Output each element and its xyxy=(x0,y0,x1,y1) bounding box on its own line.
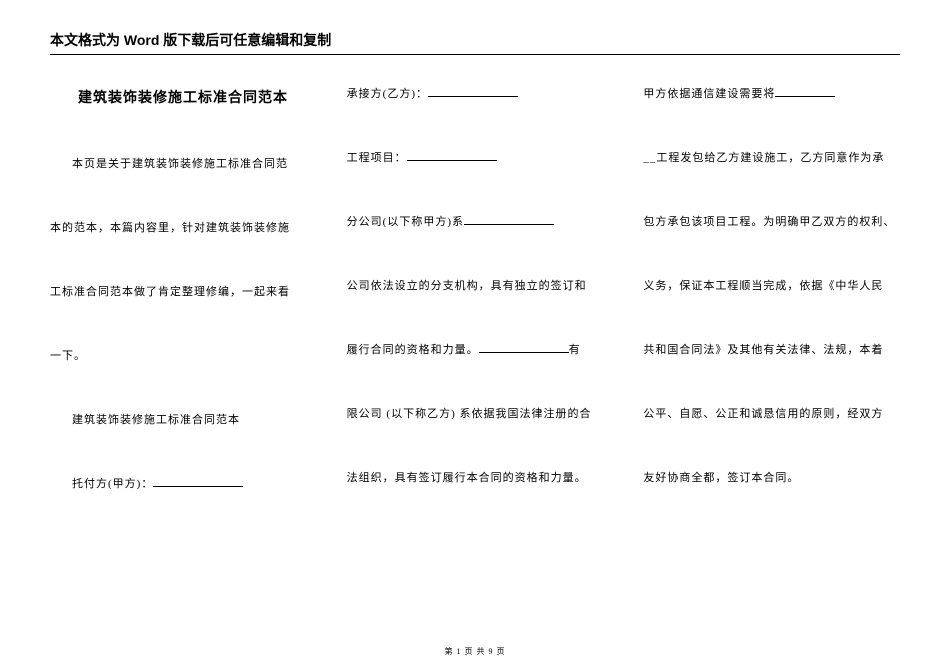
footer-suffix: 页 xyxy=(494,647,506,656)
col2-p4: 公司依法设立的分支机构，具有独立的签订和 xyxy=(347,275,604,297)
page-footer: 第 1 页 共 9 页 xyxy=(0,646,950,657)
blank-field xyxy=(407,150,497,161)
col2-p7: 法组织，具有签订履行本合同的资格和力量。 xyxy=(347,467,604,489)
blank-field xyxy=(775,86,835,97)
col1-p5: 建筑装饰装修施工标准合同范本 xyxy=(50,409,307,431)
document-columns: 建筑装饰装修施工标准合同范本 本页是关于建筑装饰装修施工标准合同范 本的范本，本… xyxy=(50,83,900,537)
col3-p2: __工程发包给乙方建设施工，乙方同意作为承 xyxy=(643,147,900,169)
footer-prefix: 第 xyxy=(445,647,457,656)
col1-p6-text: 托付方(甲方)： xyxy=(72,478,153,490)
col2-p3-text: 分公司(以下称甲方)系 xyxy=(347,216,464,228)
col2-p6: 限公司 (以下称乙方) 系依据我国法律注册的合 xyxy=(347,403,604,425)
col2-p3: 分公司(以下称甲方)系 xyxy=(347,211,604,233)
blank-field xyxy=(464,214,554,225)
doc-title: 建筑装饰装修施工标准合同范本 xyxy=(50,83,307,111)
col2-p5: 履行合同的资格和力量。 有 xyxy=(347,339,604,361)
footer-mid: 页 共 xyxy=(462,647,489,656)
col3-p5: 共和国合同法》及其他有关法律、法规，本着 xyxy=(643,339,900,361)
col1-p2: 本的范本，本篇内容里，针对建筑装饰装修施 xyxy=(50,217,307,239)
col3-p6: 公平、自愿、公正和诚恳信用的原则，经双方 xyxy=(643,403,900,425)
col2-p1: 承接方(乙方)： xyxy=(347,83,604,105)
blank-field xyxy=(428,86,518,97)
column-3: 甲方依据通信建设需要将 __工程发包给乙方建设施工，乙方同意作为承 包方承包该项… xyxy=(643,83,900,537)
col1-p6: 托付方(甲方)： xyxy=(50,473,307,495)
header-note: 本文格式为 Word 版下载后可任意编辑和复制 xyxy=(50,30,900,55)
column-2: 承接方(乙方)： 工程项目： 分公司(以下称甲方)系 公司依法设立的分支机构，具… xyxy=(347,83,604,537)
col2-p5-post: 有 xyxy=(569,344,581,356)
col1-p4: 一下。 xyxy=(50,345,307,367)
col2-p2: 工程项目： xyxy=(347,147,604,169)
col1-p3: 工标准合同范本做了肯定整理修编，一起来看 xyxy=(50,281,307,303)
column-1: 建筑装饰装修施工标准合同范本 本页是关于建筑装饰装修施工标准合同范 本的范本，本… xyxy=(50,83,307,537)
blank-field xyxy=(479,342,569,353)
col3-p1: 甲方依据通信建设需要将 xyxy=(643,83,900,105)
col2-p2-text: 工程项目： xyxy=(347,152,407,164)
col3-p3: 包方承包该项目工程。为明确甲乙双方的权利、 xyxy=(643,211,900,233)
col3-p1-text: 甲方依据通信建设需要将 xyxy=(643,88,775,100)
col3-p4: 义务，保证本工程顺当完成，依据《中华人民 xyxy=(643,275,900,297)
col2-p5-pre: 履行合同的资格和力量。 xyxy=(347,344,479,356)
col2-p1-text: 承接方(乙方)： xyxy=(347,88,428,100)
col3-p7: 友好协商全都，签订本合同。 xyxy=(643,467,900,489)
col1-p1: 本页是关于建筑装饰装修施工标准合同范 xyxy=(50,153,307,175)
blank-field xyxy=(153,476,243,487)
